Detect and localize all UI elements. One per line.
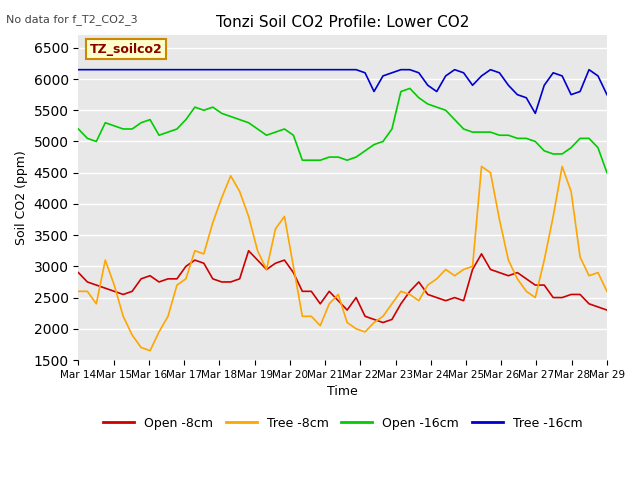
Y-axis label: Soil CO2 (ppm): Soil CO2 (ppm): [15, 150, 28, 245]
Legend: Open -8cm, Tree -8cm, Open -16cm, Tree -16cm: Open -8cm, Tree -8cm, Open -16cm, Tree -…: [98, 412, 588, 435]
Title: Tonzi Soil CO2 Profile: Lower CO2: Tonzi Soil CO2 Profile: Lower CO2: [216, 15, 469, 30]
X-axis label: Time: Time: [327, 385, 358, 398]
Text: TZ_soilco2: TZ_soilco2: [90, 43, 163, 56]
Text: No data for f_T2_CO2_3: No data for f_T2_CO2_3: [6, 14, 138, 25]
